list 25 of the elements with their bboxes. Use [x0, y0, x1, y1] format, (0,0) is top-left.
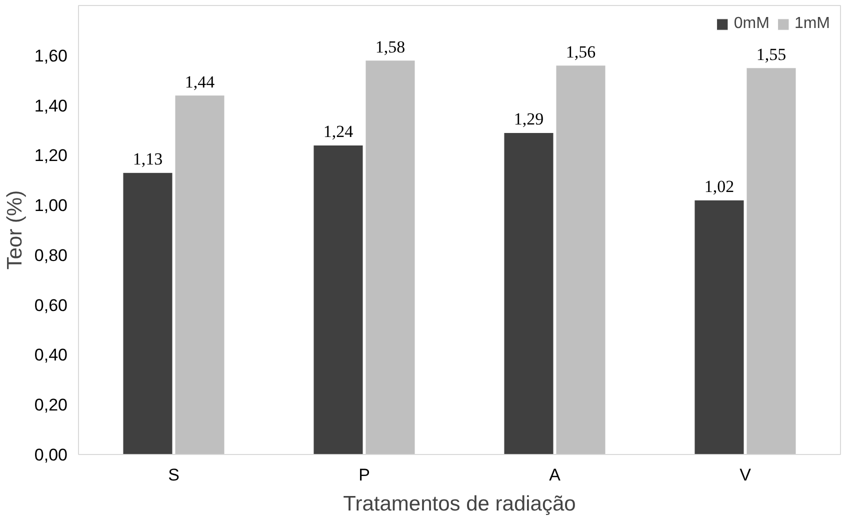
y-tick-label: 0,80 [34, 246, 68, 265]
y-tick-label: 1,60 [34, 46, 68, 66]
data-label: 1,24 [323, 122, 354, 142]
data-label: 1,55 [756, 44, 786, 64]
legend-label: 1mM [794, 15, 830, 33]
data-label: 1,02 [704, 177, 734, 196]
y-tick-label: 1,20 [34, 146, 68, 166]
y-tick-label: 0,60 [34, 296, 68, 315]
x-tick-label: P [358, 466, 370, 484]
legend-label: 0mM [734, 15, 770, 33]
data-label: 1,58 [375, 37, 406, 56]
y-tick-label: 0,40 [34, 346, 68, 365]
data-label: 1,13 [132, 150, 163, 169]
x-tick-label: V [740, 466, 752, 484]
x-tick-label: A [549, 466, 562, 484]
x-axis-title: Tratamentos de radiação [343, 492, 576, 516]
y-axis-title: Teor (%) [3, 190, 26, 270]
y-tick-label: 0,20 [34, 396, 68, 415]
data-label: 1,56 [566, 42, 596, 62]
y-tick-label: 0,00 [34, 446, 68, 464]
data-label: 1,44 [184, 72, 216, 92]
data-label: 1,29 [514, 110, 544, 129]
x-tick-label: S [168, 466, 180, 484]
y-tick-label: 1,40 [34, 96, 68, 116]
y-tick-label: 1,00 [34, 196, 68, 216]
